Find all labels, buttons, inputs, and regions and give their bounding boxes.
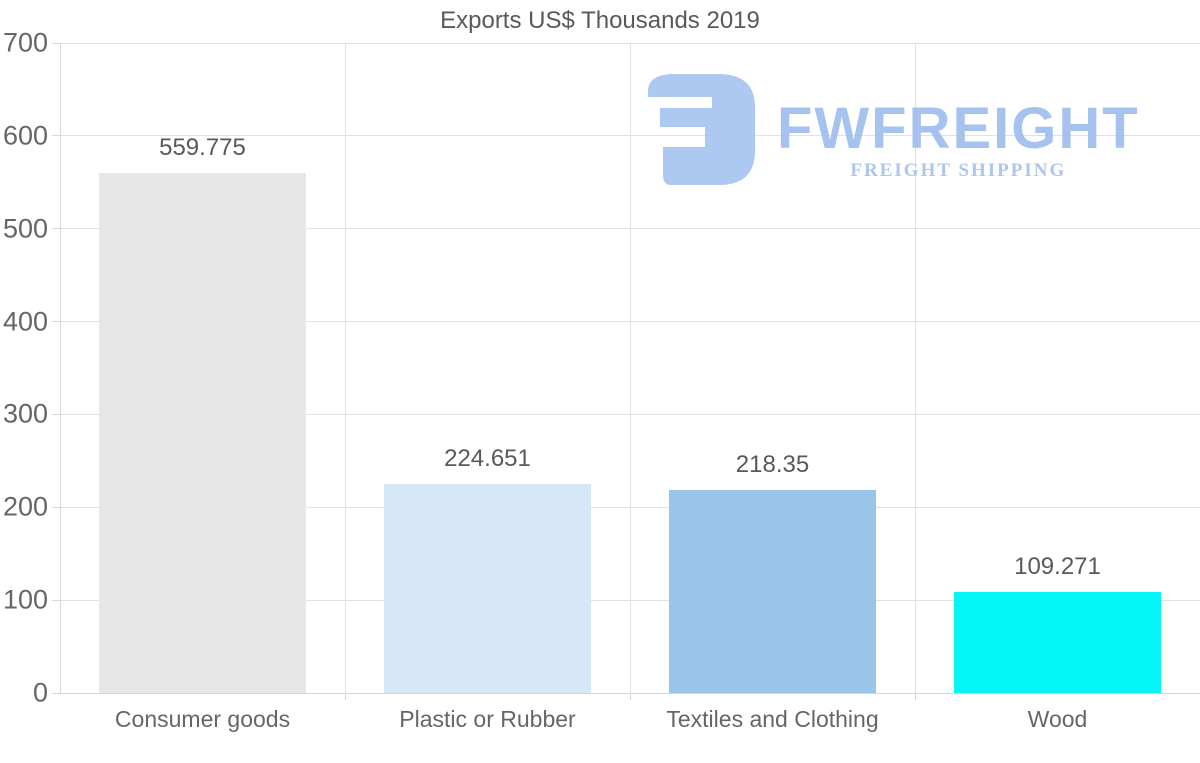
bar-consumer-goods xyxy=(99,173,306,693)
y-tick-label: 300 xyxy=(2,398,48,429)
bar-wood xyxy=(954,591,1161,693)
y-tick-label: 200 xyxy=(2,491,48,522)
logo-wordmark: FWFREIGHT xyxy=(777,96,1140,161)
y-tick-label: 400 xyxy=(2,306,48,337)
bar-value-label: 224.651 xyxy=(444,445,531,473)
x-tick-mark xyxy=(629,693,631,700)
y-tick-label: 100 xyxy=(2,584,48,615)
y-tick-mark xyxy=(52,413,60,415)
fwfreight-monogram-icon xyxy=(648,74,755,185)
bar-plastic-or-rubber xyxy=(384,484,591,693)
y-tick-mark xyxy=(52,321,60,323)
bar-value-label: 218.35 xyxy=(735,451,810,479)
y-tick-label: 700 xyxy=(2,27,48,58)
chart-title: Exports US$ Thousands 2019 xyxy=(440,7,760,34)
logo-tagline: FREIGHT SHIPPING xyxy=(850,160,1067,181)
x-category-label: Textiles and Clothing xyxy=(666,706,879,732)
bar-textiles-and-clothing xyxy=(669,490,876,693)
y-tick-label: 0 xyxy=(32,677,48,708)
y-tick-mark xyxy=(52,599,60,601)
x-tick-mark xyxy=(344,693,346,700)
v-gridline xyxy=(914,43,916,693)
y-tick-mark xyxy=(52,135,60,137)
y-tick-label: 500 xyxy=(2,213,48,244)
x-category-label: Consumer goods xyxy=(114,706,291,732)
bar-value-label: 109.271 xyxy=(1014,552,1101,580)
x-tick-mark xyxy=(914,693,916,700)
bar-value-label: 559.775 xyxy=(159,134,246,162)
x-category-label: Wood xyxy=(1027,706,1088,732)
y-axis-line xyxy=(59,43,61,693)
y-tick-label: 600 xyxy=(2,120,48,151)
v-gridline xyxy=(344,43,346,693)
fwfreight-logo: FWFREIGHT FREIGHT SHIPPING xyxy=(648,74,1140,185)
v-gridline xyxy=(629,43,631,693)
y-tick-mark xyxy=(52,42,60,44)
x-category-label: Plastic or Rubber xyxy=(399,706,576,732)
y-tick-mark xyxy=(52,692,60,694)
logo-text-block: FWFREIGHT FREIGHT SHIPPING xyxy=(777,100,1140,182)
plot-area: 559.775 224.651 218.35 109.271 xyxy=(59,42,1200,694)
y-tick-mark xyxy=(52,228,60,230)
y-tick-mark xyxy=(52,506,60,508)
